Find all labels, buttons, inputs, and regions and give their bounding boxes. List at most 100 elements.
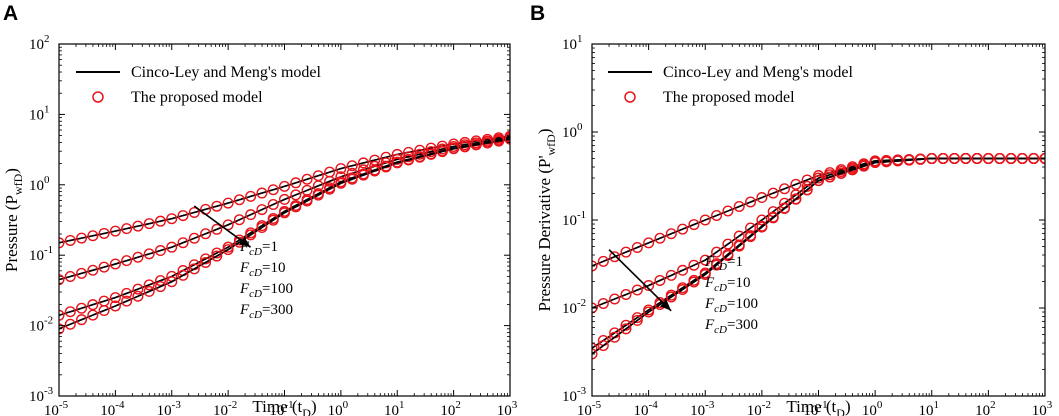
marker-f-cd-300 bbox=[835, 167, 847, 179]
marker-f-cd-10 bbox=[391, 153, 403, 165]
marker-f-cd-10 bbox=[279, 193, 291, 205]
marker-f-cd-10 bbox=[76, 267, 88, 279]
marker-f-cd-10 bbox=[64, 270, 76, 282]
x-tick-label: 10-5 bbox=[44, 399, 69, 416]
annotation-arrowhead bbox=[239, 237, 251, 248]
marker-f-cd-10 bbox=[711, 246, 723, 258]
model-line bbox=[592, 157, 1045, 349]
x-tick-label: 102 bbox=[975, 399, 996, 416]
x-tick-label: 10-5 bbox=[577, 399, 602, 416]
panel-letter: B bbox=[530, 2, 545, 25]
marker-f-cd-300 bbox=[425, 148, 437, 160]
x-tick-label: 10-1 bbox=[803, 399, 827, 416]
marker-f-cd-1 bbox=[722, 205, 734, 217]
legend-label: Cinco-Ley and Meng's model bbox=[131, 64, 322, 81]
marker-f-cd-10 bbox=[654, 274, 666, 286]
marker-f-cd-300 bbox=[245, 229, 257, 241]
marker-f-cd-1 bbox=[357, 157, 369, 169]
marker-f-cd-300 bbox=[1005, 152, 1017, 164]
y-tick-label: 10-3 bbox=[29, 385, 54, 405]
marker-f-cd-300 bbox=[643, 306, 655, 318]
marker-f-cd-10 bbox=[200, 228, 212, 240]
marker-f-cd-10 bbox=[643, 280, 655, 292]
annotation-arrow bbox=[193, 205, 252, 248]
marker-f-cd-1 bbox=[335, 163, 347, 175]
panel-letter: A bbox=[3, 2, 18, 25]
marker-f-cd-1 bbox=[233, 194, 245, 206]
y-axis-title: Pressure (PwfD) bbox=[2, 168, 25, 272]
marker-f-cd-100 bbox=[109, 292, 121, 304]
marker-f-cd-300 bbox=[631, 314, 643, 326]
marker-f-cd-10 bbox=[154, 245, 166, 257]
marker-f-cd-300 bbox=[154, 281, 166, 293]
y-tick-label: 100 bbox=[562, 121, 583, 141]
marker-f-cd-1 bbox=[279, 180, 291, 192]
x-tick-label: 10-2 bbox=[213, 399, 237, 416]
marker-f-cd-10 bbox=[109, 258, 121, 270]
marker-f-cd-10 bbox=[631, 284, 643, 296]
marker-f-cd-300 bbox=[767, 212, 779, 224]
y-tick-label: 10-1 bbox=[29, 244, 53, 264]
marker-f-cd-1 bbox=[677, 223, 689, 235]
x-tick-label: 10-2 bbox=[747, 399, 771, 416]
annotation-label: FcD=10 bbox=[239, 260, 285, 279]
marker-f-cd-100 bbox=[64, 306, 76, 318]
marker-f-cd-1 bbox=[64, 234, 76, 246]
marker-f-cd-300 bbox=[960, 152, 972, 164]
marker-f-cd-1 bbox=[733, 201, 745, 213]
marker-f-cd-300 bbox=[177, 269, 189, 281]
annotation-label: FcD=100 bbox=[239, 281, 293, 300]
x-tick-label: 10-3 bbox=[690, 399, 715, 416]
legend-label: The proposed model bbox=[663, 89, 795, 106]
legend-marker-swatch bbox=[92, 91, 104, 103]
marker-f-cd-300 bbox=[971, 152, 983, 164]
marker-f-cd-1 bbox=[346, 160, 358, 172]
annotation-arrow bbox=[608, 249, 672, 312]
y-tick-label: 101 bbox=[29, 103, 50, 123]
marker-f-cd-300 bbox=[279, 207, 291, 219]
x-tick-label: 101 bbox=[384, 399, 405, 416]
y-tick-label: 10-2 bbox=[562, 297, 586, 317]
marker-f-cd-300 bbox=[470, 139, 482, 151]
marker-f-cd-100 bbox=[76, 302, 88, 314]
marker-f-cd-300 bbox=[779, 203, 791, 215]
marker-f-cd-300 bbox=[200, 256, 212, 268]
marker-f-cd-1 bbox=[756, 192, 768, 204]
marker-f-cd-300 bbox=[711, 259, 723, 271]
x-axis-title: Time (tD) bbox=[252, 397, 316, 416]
marker-f-cd-1 bbox=[98, 227, 110, 239]
marker-f-cd-300 bbox=[222, 244, 234, 256]
marker-f-cd-300 bbox=[391, 157, 403, 169]
annotation-label: FcD=10 bbox=[704, 275, 750, 294]
marker-f-cd-10 bbox=[665, 269, 677, 281]
marker-f-cd-1 bbox=[76, 232, 88, 244]
marker-f-cd-300 bbox=[504, 133, 510, 145]
x-tick-label: 101 bbox=[919, 399, 940, 416]
x-tick-label: 102 bbox=[440, 399, 461, 416]
chart-panel-a: A 10-5 10-4 10-3 10-2 10-1 100 101 102 103 10-3 10-… bbox=[2, 2, 518, 416]
y-tick-label: 10-3 bbox=[562, 385, 587, 405]
marker-f-cd-1 bbox=[643, 237, 655, 249]
y-tick-label: 100 bbox=[29, 174, 50, 194]
marker-f-cd-300 bbox=[858, 160, 870, 172]
model-line bbox=[592, 157, 1045, 355]
marker-f-cd-10 bbox=[222, 219, 234, 231]
marker-f-cd-300 bbox=[380, 161, 392, 173]
marker-f-cd-300 bbox=[903, 154, 915, 166]
marker-f-cd-10 bbox=[177, 237, 189, 249]
marker-f-cd-300 bbox=[620, 323, 632, 335]
marker-f-cd-300 bbox=[609, 331, 621, 343]
marker-f-cd-300 bbox=[357, 169, 369, 181]
marker-f-cd-300 bbox=[267, 214, 279, 226]
marker-f-cd-300 bbox=[926, 152, 938, 164]
marker-f-cd-300 bbox=[801, 184, 813, 196]
marker-f-cd-300 bbox=[677, 284, 689, 296]
legend-label: Cinco-Ley and Meng's model bbox=[663, 64, 854, 81]
marker-f-cd-300 bbox=[597, 340, 609, 352]
marker-f-cd-10 bbox=[245, 209, 257, 221]
marker-f-cd-10 bbox=[324, 175, 336, 187]
marker-f-cd-300 bbox=[481, 137, 493, 149]
marker-f-cd-300 bbox=[948, 152, 960, 164]
marker-f-cd-300 bbox=[914, 153, 926, 165]
marker-f-cd-300 bbox=[937, 152, 949, 164]
